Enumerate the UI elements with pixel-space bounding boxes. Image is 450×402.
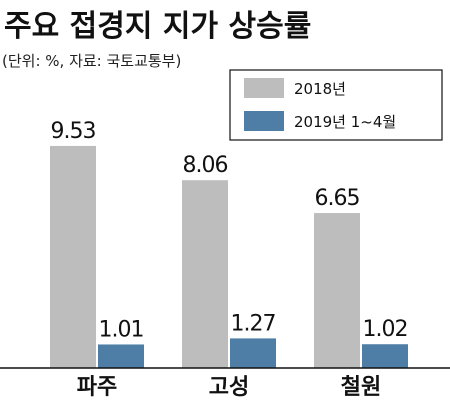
value-label-2019-2: 1.02: [363, 317, 408, 342]
legend: 2018년 2019년 1~4월: [229, 69, 443, 141]
category-label-1: 고성: [209, 375, 249, 400]
legend-label-2018: 2018년: [294, 80, 346, 98]
value-label-2018-1: 8.06: [183, 153, 228, 178]
category-label-2: 철원: [341, 375, 381, 400]
chart-subtitle: (단위: %, 자료: 국토교통부): [2, 52, 181, 70]
value-labels-group: 9.53 1.01 8.06 1.27 6.65 1.02: [51, 119, 409, 343]
category-label-0: 파주: [77, 375, 117, 400]
category-labels-group: 파주 고성 철원: [77, 375, 381, 400]
value-label-2019-1: 1.27: [231, 311, 276, 336]
value-label-2019-0: 1.01: [99, 317, 144, 342]
bar-2018-1: [182, 180, 228, 368]
bar-2018-0: [50, 145, 96, 368]
legend-swatch-2019: [244, 111, 284, 131]
bars-group: [50, 145, 408, 368]
bar-2019-1: [230, 338, 276, 368]
bar-2018-2: [314, 213, 360, 368]
chart-title: 주요 접경지 지가 상승률: [4, 9, 311, 44]
bar-2019-0: [98, 344, 144, 368]
legend-label-2019: 2019년 1~4월: [294, 113, 396, 131]
legend-swatch-2018: [244, 78, 284, 98]
value-label-2018-2: 6.65: [315, 186, 360, 211]
bar-2019-2: [362, 344, 408, 368]
value-label-2018-0: 9.53: [51, 119, 96, 144]
